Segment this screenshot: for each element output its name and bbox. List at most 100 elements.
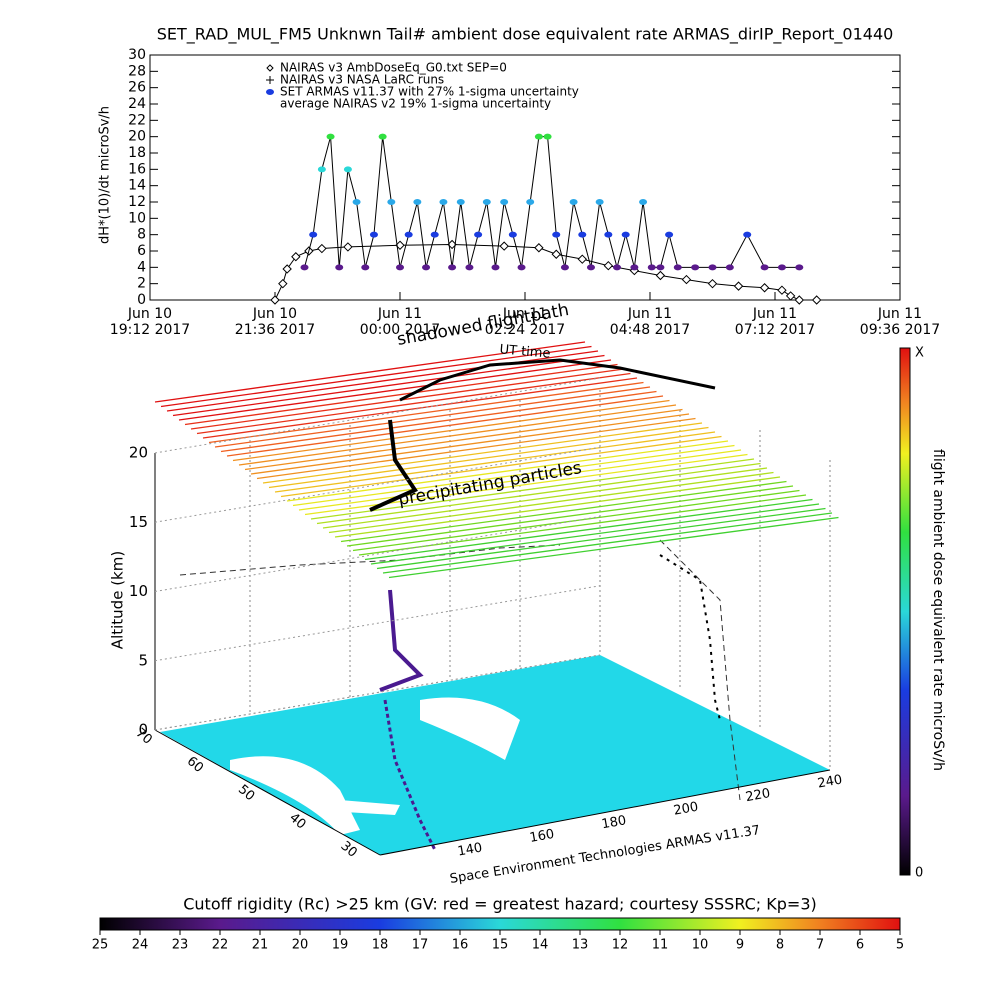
data-point (500, 199, 509, 205)
sheet-line (382, 512, 833, 574)
data-point (491, 264, 500, 271)
data-point (317, 243, 327, 254)
z-tick-label: 5 (138, 651, 148, 669)
data-point (456, 199, 465, 205)
colorbar-tick-label: 10 (692, 938, 709, 953)
data-point (733, 281, 744, 291)
colorbar-top-label: X (915, 346, 924, 361)
y-tick-label: 24 (128, 96, 146, 112)
sheet-line (184, 363, 618, 426)
z-tick-label: 20 (129, 444, 148, 462)
data-point (343, 166, 352, 173)
data-point (655, 270, 666, 281)
colorbar-tick-label: 13 (572, 938, 589, 953)
grid-line (154, 585, 601, 662)
colorbar-tick-label: 11 (652, 938, 669, 953)
grid-line (154, 516, 601, 592)
data-point (604, 231, 613, 238)
colorbar-tick-label: 21 (252, 938, 269, 953)
y-tick-label: 22 (128, 112, 146, 128)
data-point (448, 264, 457, 271)
sheet-line (370, 503, 820, 565)
data-point (577, 254, 587, 264)
data-point (309, 231, 318, 238)
data-point (447, 239, 457, 250)
data-point (569, 199, 578, 205)
y-tick-label: 16 (128, 161, 146, 177)
shadow-path (659, 539, 741, 801)
sheet-line (238, 404, 677, 466)
x-tick-label: 220 (744, 786, 771, 805)
data-point (508, 231, 517, 238)
sheet-line (208, 381, 644, 444)
y-tick-label: 0 (137, 292, 146, 308)
sheet-line (154, 341, 586, 403)
colorbar-tick-label: 25 (92, 938, 109, 953)
legend-marker (266, 89, 274, 95)
grid-line (154, 446, 601, 523)
data-point (387, 199, 396, 205)
colorbar-tick-label: 8 (776, 938, 784, 953)
colorbar-tick-label: 16 (452, 938, 469, 953)
axis-line (154, 729, 381, 856)
x-tick-label: 160 (528, 827, 555, 846)
data-point (378, 133, 387, 140)
colorbar-tick-label: 18 (372, 938, 389, 953)
sheet-line (286, 440, 729, 502)
data-point (534, 243, 544, 253)
z-axis-label: Altitude (km) (109, 551, 127, 649)
x-tick-label: Jun 11 09:36 2017 (859, 306, 941, 338)
colorbar-tick-label: 22 (212, 938, 229, 953)
data-point (656, 264, 665, 271)
sheet-line (202, 377, 638, 439)
data-point (278, 278, 288, 289)
data-point (691, 264, 700, 271)
data-point (777, 264, 786, 271)
sheet-line (220, 390, 657, 453)
data-point (603, 260, 614, 271)
data-point (270, 295, 280, 305)
sheet-line (244, 408, 683, 471)
sheet-line (388, 516, 839, 579)
sheet-line (364, 498, 813, 561)
y-tick-label: 4 (137, 259, 146, 275)
sheet-line (160, 345, 592, 408)
y-tick-label: 12 (128, 194, 146, 210)
legend-label: SET ARMAS v11.37 with 27% 1-sigma uncert… (280, 85, 579, 99)
panel3d-subtitle: UT time (499, 342, 551, 361)
data-point (517, 264, 526, 271)
y-axis-label: dH*(10)/dt microSv/h (98, 106, 113, 244)
colorbar-tick-label: 20 (292, 938, 309, 953)
flight-path (379, 589, 424, 692)
y-tick-label: 30 (128, 47, 146, 63)
sheet-line (322, 467, 768, 529)
colorbar-bottom-label: 0 (915, 866, 923, 881)
data-point (743, 231, 752, 238)
sheet-line (268, 426, 709, 489)
data-point (413, 199, 422, 205)
colorbar-tick-label: 14 (532, 938, 549, 953)
flight-path (369, 419, 418, 512)
legend-label: average NAIRAS v2 19% 1-sigma uncertaint… (280, 97, 551, 111)
sheet-line (346, 485, 794, 547)
data-point (352, 199, 361, 205)
axis-line (379, 769, 831, 856)
map-floor (160, 655, 830, 855)
data-point (647, 264, 656, 271)
y-tick-label: 8 (137, 227, 146, 243)
sheet-line (262, 422, 703, 484)
colorbar-right (899, 347, 911, 876)
data-point (317, 166, 326, 173)
sheet-line (358, 494, 807, 556)
legend-marker (266, 64, 274, 72)
data-point (560, 264, 569, 271)
data-point (369, 231, 378, 238)
data-point (777, 285, 787, 295)
sheet-line (196, 372, 631, 435)
dose-sheet (154, 341, 839, 579)
sheet-line (334, 476, 781, 538)
sheet-line (250, 413, 690, 475)
x-tick-label: Jun 11 02:24 2017 (484, 306, 566, 338)
